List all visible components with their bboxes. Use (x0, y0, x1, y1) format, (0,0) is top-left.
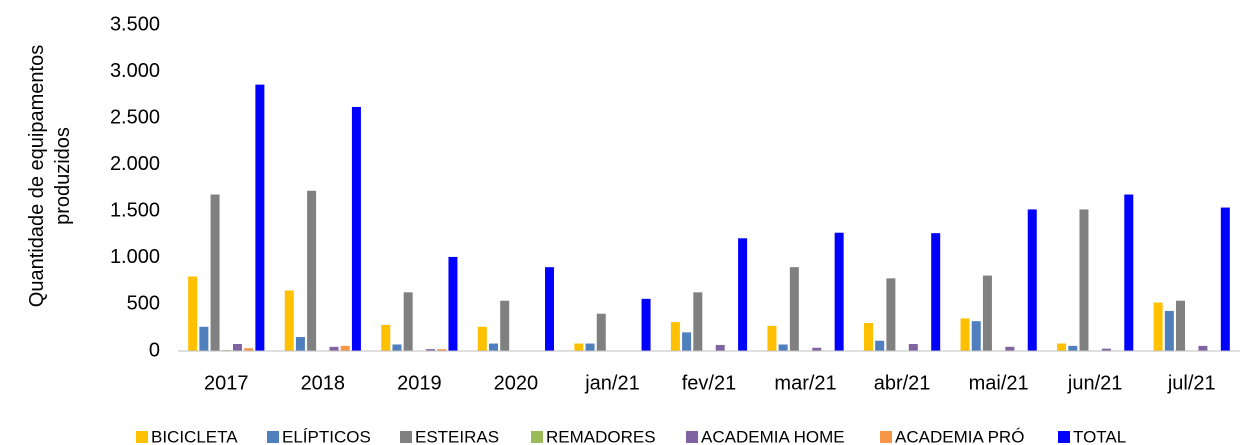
bar (960, 318, 970, 351)
x-tick-label: mai/21 (969, 372, 1029, 394)
bar (596, 313, 606, 351)
bar (812, 347, 822, 351)
x-tick-label: jul/21 (1167, 372, 1216, 394)
legend-label: ESTEIRAS (415, 427, 499, 445)
legend-swatch (267, 431, 279, 443)
bar (426, 349, 436, 351)
bar (500, 300, 510, 351)
bar (738, 238, 748, 351)
bar (693, 292, 703, 351)
bar (778, 344, 788, 351)
y-tick-label: 500 (127, 293, 160, 315)
y-tick-label: 1.000 (110, 246, 160, 268)
y-tick-label: 2.000 (110, 153, 160, 175)
bar (403, 292, 413, 351)
legend-swatch (400, 431, 412, 443)
legend-swatch (686, 431, 698, 443)
bar (199, 326, 209, 351)
bar (340, 345, 350, 351)
bar (670, 322, 680, 351)
y-tick-label: 3.000 (110, 60, 160, 82)
legend-label: ELÍPTICOS (282, 427, 371, 445)
bar (210, 194, 220, 351)
bar (574, 343, 584, 351)
bar (381, 324, 391, 351)
legend-label: ACADEMIA PRÓ (895, 427, 1024, 445)
bar (1079, 209, 1089, 351)
y-tick-label: 1.500 (110, 200, 160, 222)
x-tick-label: 2018 (301, 372, 346, 394)
y-tick-label: 0 (149, 339, 160, 361)
legend-label: REMADORES (546, 427, 656, 445)
bar (477, 326, 487, 351)
bar (489, 343, 499, 351)
bar (971, 321, 981, 351)
bar (448, 256, 458, 351)
y-tick-label: 2.500 (110, 106, 160, 128)
bar (284, 290, 294, 351)
bar (1124, 194, 1134, 351)
bar (715, 344, 725, 351)
bar (789, 267, 799, 351)
legend-label: BICICLETA (151, 427, 238, 445)
x-tick-label: jun/21 (1067, 372, 1123, 394)
bar (982, 275, 992, 351)
y-tick-label: 3.500 (110, 13, 160, 35)
bar (545, 267, 555, 351)
bar (188, 276, 198, 351)
bar (1153, 302, 1163, 351)
x-tick-label: fev/21 (682, 372, 736, 394)
bar (232, 344, 242, 351)
x-tick-label: jan/21 (584, 372, 640, 394)
bar (437, 349, 447, 351)
bar (392, 344, 402, 351)
legend-swatch (136, 431, 148, 443)
x-tick-label: 2019 (397, 372, 442, 394)
x-tick-label: 2017 (204, 372, 249, 394)
bar (931, 233, 941, 351)
bar (1176, 300, 1186, 351)
bar (1068, 345, 1078, 351)
x-tick-label: 2020 (494, 372, 539, 394)
bar (351, 106, 361, 351)
bar (886, 278, 896, 351)
x-tick-label: abr/21 (874, 372, 931, 394)
bar (1220, 207, 1230, 351)
y-axis-label: Quantidade de equipamentos produzidos (26, 44, 74, 308)
bar (682, 332, 692, 351)
legend-swatch (531, 431, 543, 443)
bar (875, 340, 885, 351)
bar (1027, 209, 1037, 351)
legend-label: TOTAL (1073, 427, 1126, 445)
bar (244, 348, 254, 351)
bar (1101, 348, 1111, 351)
legend-swatch (1058, 431, 1070, 443)
bar (295, 337, 305, 351)
bar (863, 323, 873, 351)
legend-swatch (880, 431, 892, 443)
legend-label: ACADEMIA HOME (701, 427, 845, 445)
bar (908, 344, 918, 351)
bar (1005, 346, 1015, 351)
bar (255, 84, 265, 352)
bar (1057, 343, 1067, 351)
bar (307, 190, 317, 351)
bar (1198, 345, 1208, 351)
bar (641, 298, 651, 351)
bar (329, 346, 339, 351)
x-tick-label: mar/21 (774, 372, 836, 394)
bar (1164, 310, 1174, 351)
bar (585, 343, 595, 351)
bar (767, 325, 777, 351)
bar (834, 232, 844, 351)
